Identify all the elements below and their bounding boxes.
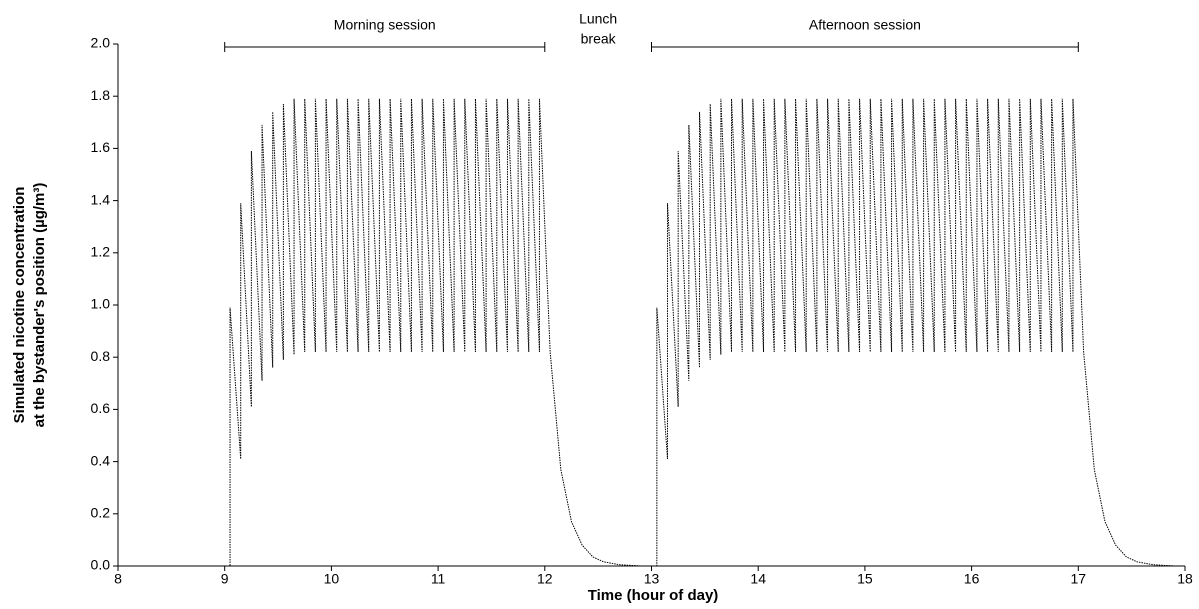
y-tick-label: 1.8 (91, 87, 111, 103)
y-tick-label: 1.4 (91, 191, 111, 207)
y-axis-label: at the bystander's position (µg/m³) (31, 183, 48, 428)
x-tick-label: 16 (964, 571, 980, 587)
annotation: Afternoon session (809, 17, 921, 33)
y-tick-label: 1.2 (91, 244, 111, 260)
x-tick-label: 17 (1071, 571, 1087, 587)
y-tick-label: 0.2 (91, 505, 111, 521)
y-tick-label: 0.0 (91, 557, 111, 573)
y-tick-label: 1.0 (91, 296, 111, 312)
x-tick-label: 14 (750, 571, 766, 587)
y-tick-label: 0.6 (91, 400, 111, 416)
annotation: break (581, 31, 617, 47)
x-tick-label: 11 (431, 571, 446, 587)
y-tick-label: 0.4 (91, 452, 111, 468)
x-tick-label: 15 (857, 571, 873, 587)
y-tick-label: 0.8 (91, 348, 111, 364)
x-tick-label: 9 (221, 571, 229, 587)
x-tick-label: 8 (114, 571, 122, 587)
y-tick-label: 2.0 (91, 35, 111, 51)
y-tick-label: 1.6 (91, 139, 111, 155)
x-tick-label: 13 (644, 571, 660, 587)
x-axis-label: Time (hour of day) (588, 587, 719, 604)
y-axis-label: Simulated nicotine concentration (11, 187, 28, 424)
line-series (118, 98, 1185, 567)
annotation: Lunch (579, 11, 617, 27)
x-tick-label: 10 (324, 571, 340, 587)
annotation: Morning session (334, 17, 436, 33)
x-tick-label: 18 (1177, 571, 1193, 587)
x-tick-label: 12 (537, 571, 553, 587)
